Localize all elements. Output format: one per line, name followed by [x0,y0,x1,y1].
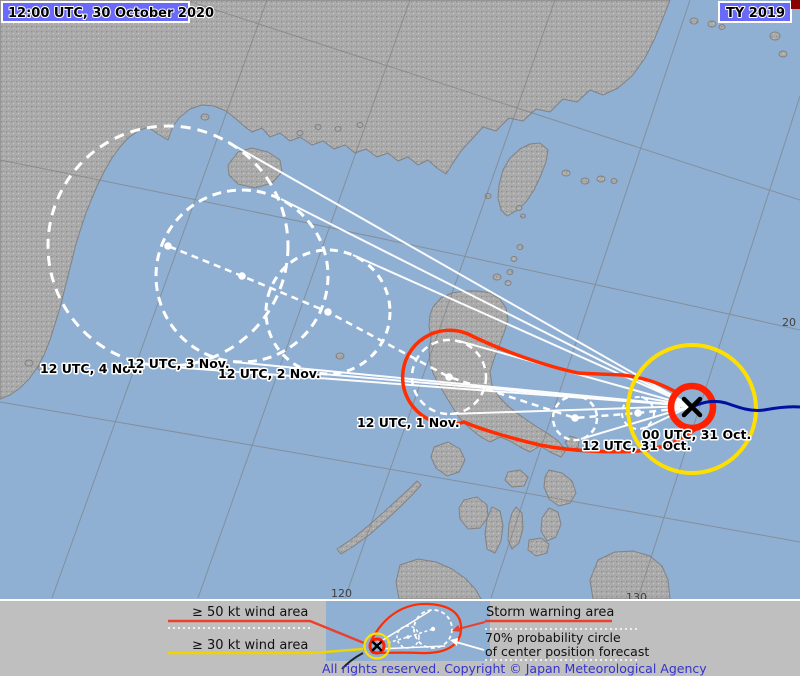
corner-marker [791,0,800,9]
legend-prob-arrow [455,641,485,651]
grid-label-120: 120 [331,587,352,600]
prob-circle-12h [621,396,655,430]
legend-prob-label-line1: 70% probability circle [485,630,621,645]
prob-circle-72h [264,248,392,376]
prob-circle-120h [46,124,290,368]
island [484,506,504,554]
taiwan-island [497,142,549,217]
label-12utc-2nov: 12 UTC, 2 Nov. [218,366,321,381]
mini-prob-circle-big [413,609,453,649]
island [395,558,482,600]
island [540,507,562,542]
prob-circle-48h [410,338,488,416]
storm-id-box: TY 2019 [718,1,792,23]
legend: ≥ 50 kt wind area ≥ 30 kt wind area Stor… [0,599,800,676]
mini-wind50-circle [368,637,386,655]
legend-wind30-label: ≥ 30 kt wind area [192,638,308,653]
parallel-20n [0,159,800,331]
track-date-labels: 12 UTC, 4 Nov. 12 UTC, 3 Nov. 12 UTC, 2 … [39,355,753,455]
current-position-marker [681,396,703,418]
copyright-text: All rights reserved. Copyright © Japan M… [322,661,707,676]
mini-position-marker [371,640,383,652]
wind50-circle [667,382,717,432]
label-12utc-1nov: 12 UTC, 1 Nov. [357,415,460,430]
storm-warning-area-outline [400,328,699,454]
island [458,496,489,530]
mini-wind30-circle [363,632,391,660]
past-track-line [691,399,800,412]
storm-id-label: TY 2019 [726,6,785,21]
legend-minimap-sample [341,602,463,670]
label-12utc-31oct: 12 UTC, 31 Oct. [582,438,691,453]
meridian-115e [197,0,411,599]
prob-circle-24h [551,394,599,442]
parallel-25n [184,0,800,201]
island [507,506,524,550]
island [589,550,671,600]
island [543,469,577,507]
legend-storm-warning-arrow [461,621,486,629]
label-12utc-4nov: 12 UTC, 4 Nov. [40,361,143,376]
label-00utc-31oct: 00 UTC, 31 Oct. [642,427,751,442]
legend-wind50-label: ≥ 50 kt wind area [192,605,308,620]
forecast-cone-lines [158,141,692,440]
mini-prob-circle-small [396,625,420,649]
legend-wind30-leader [168,647,364,655]
mini-black-leader [341,652,364,670]
island [504,469,529,488]
datetime-label: 12:00 UTC, 30 October 2020 [8,6,214,21]
legend-storm-warning-label: Storm warning area [486,605,614,620]
legend-wind50-leader [168,619,365,645]
meridian-125e [490,0,691,599]
datetime-box: 12:00 UTC, 30 October 2020 [1,1,215,23]
grid-label-20: 20 [782,316,796,329]
island [336,480,422,555]
legend-prob-label-line2: of center position forecast [485,644,649,659]
island [527,537,550,557]
probability-circles [46,124,655,442]
meridian-130e [637,95,800,599]
forecast-position-dots [164,242,642,422]
china-landmass [0,0,671,400]
island [430,441,466,477]
label-12utc-3nov: 12 UTC, 3 Nov. [127,356,230,371]
prob-circle-96h [154,188,330,364]
